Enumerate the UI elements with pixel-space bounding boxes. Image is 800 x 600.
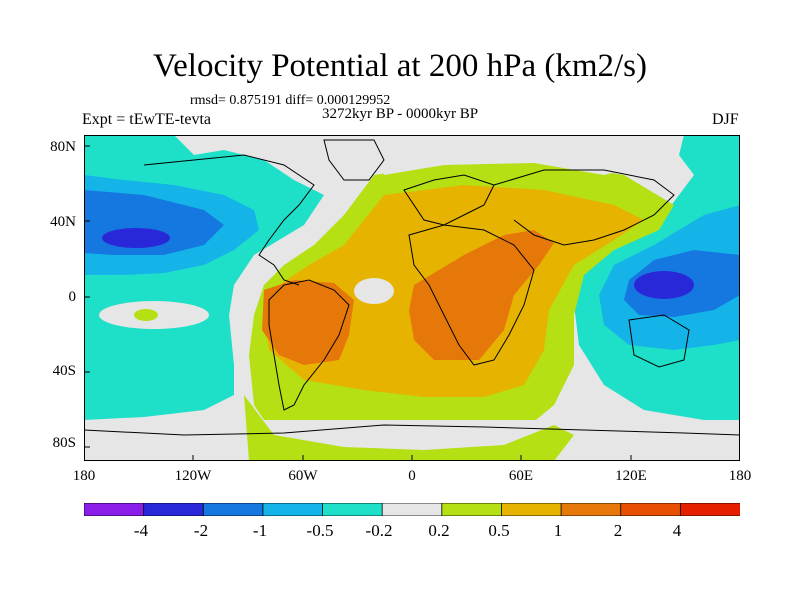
y-tick-label: 40S [52,363,76,379]
x-tick-label: 60W [288,468,318,484]
colorbar-swatch [501,503,562,516]
colorbar-swatch [84,503,145,516]
colorbar-label: 0.5 [488,521,510,540]
colorbar-label: -4 [133,521,149,540]
x-tick-label: 0 [408,468,416,484]
colorbar-label: -1 [252,521,268,540]
colorbar-swatch [560,503,622,516]
north-america-coast [143,154,315,286]
south-america-positive-core [262,280,354,365]
west-pacific-minimum [102,228,170,248]
colorbar [84,503,740,516]
colorbar-label: -2 [193,521,209,540]
maritime-continent-minimum [634,271,694,299]
south-america-coast [268,279,350,411]
y-tick-label: 80N [50,139,76,155]
velocity-potential-map [84,135,740,461]
atlantic-neutral-spot [354,278,394,304]
asia-coast [493,169,675,246]
greenland-coast [323,139,385,181]
africa-positive-core [409,230,554,360]
colorbar-swatch [262,503,324,516]
colorbar-label: 1 [553,521,563,540]
southern-positive-extension [244,395,574,461]
season-label: DJF [712,111,739,128]
map-title: Velocity Potential at 200 hPa (km2/s) [152,48,648,84]
australia-coast [628,314,690,368]
experiment-label: Expt = tEwTE-tevta [82,111,211,128]
coastlines [84,139,740,436]
colorbar-swatch [441,503,503,516]
arctic-neutral-patch [374,135,644,175]
x-tick-label: 60E [508,468,534,484]
colorbar-swatch [143,503,205,516]
africa-coast [408,224,535,366]
colorbar-swatch [381,503,443,516]
colorbar-swatch [202,503,264,516]
colorbar-label: -0.2 [365,521,393,540]
colorbar-label: 0.2 [428,521,450,540]
x-tick-label: 120W [174,468,212,484]
y-tick-label: 0 [68,289,77,305]
colorbar-label: 2 [613,521,623,540]
period-label: 3272kyr BP - 0000kyr BP [322,106,479,122]
colorbar-swatch [620,503,682,516]
stats-label: rmsd= 0.875191 diff= 0.000129952 [190,93,391,108]
x-tick-label: 180 [728,468,752,484]
colorbar-label: 4 [672,521,682,540]
x-tick-label: 120E [615,468,647,484]
antarctica-coast [84,424,740,436]
y-tick-label: 80S [52,435,76,451]
colorbar-label: -0.5 [306,521,334,540]
colorbar-swatch [322,503,384,516]
east-pacific-small-positive [134,309,158,321]
axis-ticks [84,145,632,461]
colorbar-swatch [679,503,740,516]
x-tick-label: 180 [72,468,96,484]
y-tick-label: 40N [50,214,76,230]
europe-coast [403,174,495,226]
